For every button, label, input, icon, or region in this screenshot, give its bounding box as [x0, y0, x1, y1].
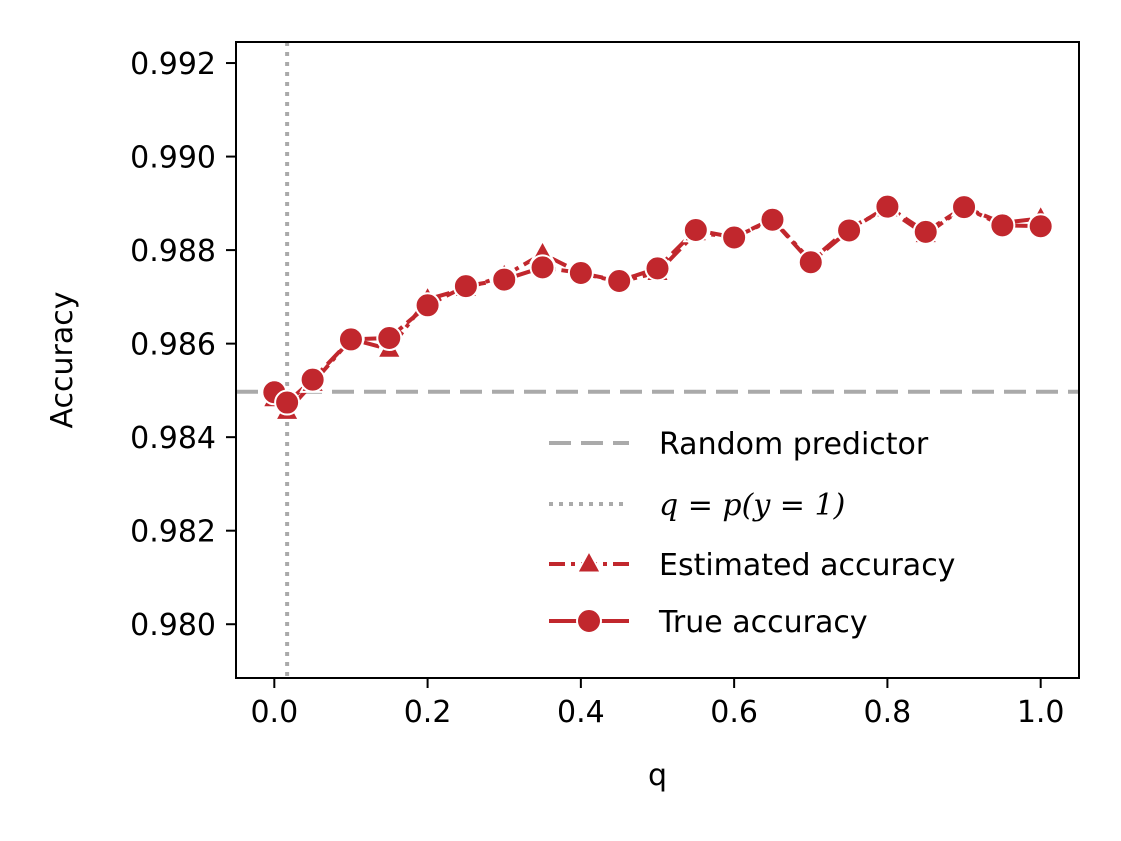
true-accuracy-line [273, 204, 1041, 405]
estimated-accuracy-line [272, 205, 1041, 414]
plot-frame [235, 41, 1080, 679]
true-accuracy-point [337, 326, 364, 353]
y-tick-label: 0.984 [130, 421, 216, 456]
true-accuracy-point [529, 254, 556, 281]
true-accuracy-point [797, 249, 824, 276]
y-tick-label: 0.988 [130, 234, 216, 269]
true-accuracy-point [1027, 213, 1054, 240]
true-accuracy-point [682, 216, 709, 243]
y-tick-label: 0.990 [130, 141, 216, 176]
y-axis-label: Accuracy [45, 292, 80, 429]
y-tick-label: 0.986 [130, 328, 216, 363]
true-accuracy-point [951, 194, 978, 221]
x-tick-label: 0.6 [710, 695, 758, 730]
x-tick-label: 0.0 [250, 695, 298, 730]
x-tick-label: 0.4 [557, 695, 605, 730]
x-tick-label: 0.8 [864, 695, 912, 730]
x-tick-label: 1.0 [1017, 695, 1065, 730]
true-accuracy-point [491, 266, 518, 293]
series-layer [260, 191, 1055, 421]
true-accuracy-point [376, 325, 403, 352]
y-tick-label: 0.980 [130, 608, 216, 643]
true-accuracy-point [759, 206, 786, 233]
y-tick-label: 0.982 [130, 515, 216, 550]
true-accuracy-point [452, 273, 479, 300]
true-accuracy-point [567, 260, 594, 287]
true-accuracy-point [274, 389, 301, 416]
true-accuracy-point [299, 366, 326, 393]
true-accuracy-point [912, 218, 939, 245]
true-accuracy-point [989, 212, 1016, 239]
legend-estimated-marker [575, 548, 603, 574]
x-axis-label: q [648, 758, 667, 793]
x-axis: 0.0 0.2 0.4 0.6 0.8 1.0 [250, 678, 1065, 730]
true-accuracy-point [874, 193, 901, 220]
y-axis: 0.980 0.982 0.984 0.986 0.988 0.990 0.992 [130, 47, 236, 643]
legend-true-marker [576, 608, 602, 634]
reference-lines [236, 42, 1079, 678]
legend-random-predictor-label: Random predictor [659, 427, 929, 462]
legend-prior-label: q = p(y = 1) [659, 488, 845, 523]
legend-true-label: True accuracy [658, 605, 868, 640]
true-accuracy-point [836, 217, 863, 244]
y-tick-label: 0.992 [130, 47, 216, 82]
legend: Random predictor q = p(y = 1) Estimated … [549, 427, 955, 640]
x-tick-label: 0.2 [404, 695, 452, 730]
true-accuracy-point [414, 292, 441, 319]
true-accuracy-point [644, 255, 671, 282]
true-accuracy-point [606, 267, 633, 294]
true-accuracy-point [721, 224, 748, 251]
legend-estimated-label: Estimated accuracy [659, 548, 955, 583]
